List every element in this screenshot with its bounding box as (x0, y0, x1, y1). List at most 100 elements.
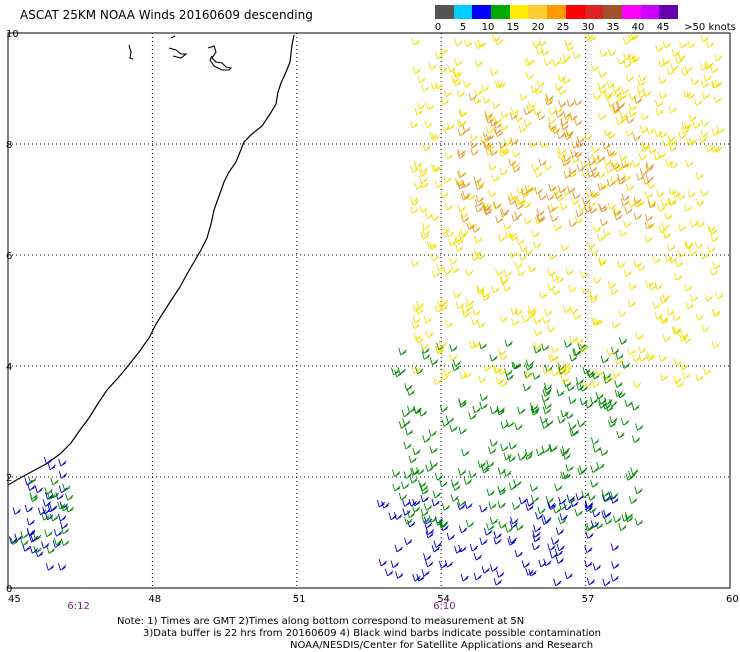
wind-barb (688, 113, 697, 122)
wind-barb (456, 120, 466, 128)
y-tick-labels: 0 2 4 6 8 10 (6, 29, 19, 595)
wind-barb (45, 563, 55, 571)
wind-barb (515, 522, 524, 531)
wind-barb (592, 225, 601, 233)
wind-barb (496, 570, 505, 578)
wind-barb (424, 211, 434, 220)
wind-barb (631, 435, 641, 443)
wind-barb (525, 72, 535, 80)
wind-barb (472, 405, 481, 414)
wind-barb (552, 58, 561, 67)
wind-barb (413, 333, 422, 341)
credit-line: NOAA/NESDIS/Center for Satellite Applica… (290, 640, 594, 651)
wind-barb (662, 139, 671, 147)
wind-barb (497, 234, 507, 242)
wind-barb (563, 379, 572, 388)
wind-barb (667, 197, 676, 206)
wind-barb (403, 441, 412, 450)
legend-swatch (565, 5, 585, 19)
wind-barb (517, 452, 526, 461)
wind-barb (530, 494, 540, 503)
wind-barb (547, 543, 556, 551)
wind-barb (664, 212, 673, 220)
wind-barb (620, 418, 630, 426)
wind-barb (703, 367, 712, 375)
wind-barb (610, 490, 619, 499)
wind-barb (558, 496, 567, 505)
wind-barb (568, 284, 577, 293)
wind-barb (429, 460, 439, 468)
wind-barb (587, 370, 596, 379)
wind-barb (618, 309, 627, 318)
wind-barb (512, 164, 521, 173)
wind-barb (408, 498, 417, 507)
wind-barb (549, 124, 558, 133)
wind-barb (560, 409, 569, 418)
wind-barb (50, 513, 59, 522)
wind-barb (43, 456, 53, 465)
wind-barb (500, 110, 509, 119)
wind-barb (675, 56, 684, 64)
y-tick-label: 0 (6, 584, 12, 595)
wind-barb (579, 344, 589, 353)
wind-barb (591, 145, 601, 154)
wind-barb (627, 347, 636, 355)
wind-barb (412, 573, 421, 582)
wind-barb (486, 459, 495, 468)
wind-barb (388, 512, 397, 521)
y-tick-label: 2 (6, 473, 12, 484)
wind-barb (597, 170, 606, 179)
wind-barb (415, 306, 424, 315)
wind-barb (422, 143, 431, 152)
wind-barb (520, 188, 530, 196)
wind-barb (700, 129, 709, 138)
wind-barb (612, 104, 621, 113)
wind-barb (499, 379, 508, 387)
island-group (128, 35, 233, 71)
wind-barb (600, 355, 610, 364)
wind-barb (628, 92, 638, 101)
wind-barb (412, 498, 421, 507)
wind-barb (547, 116, 556, 125)
wind-barb (44, 529, 53, 538)
wind-barb (533, 345, 542, 354)
wind-barb (57, 513, 67, 522)
wind-barb (469, 133, 479, 141)
wind-barb (508, 482, 517, 491)
wind-barb (561, 445, 571, 454)
wind-barb (696, 219, 705, 228)
wind-barb (589, 295, 598, 303)
wind-barb (419, 175, 428, 184)
wind-barb (439, 47, 448, 55)
wind-barb (441, 503, 451, 511)
wind-barb (562, 452, 571, 460)
wind-barb (27, 483, 36, 491)
wind-barb (457, 204, 466, 212)
wind-barb (556, 543, 565, 552)
wind-barb (446, 122, 456, 130)
wind-barb (459, 525, 468, 534)
wind-barb (566, 185, 576, 193)
wind-barb (640, 144, 649, 152)
wind-barb (563, 340, 573, 348)
wind-barb (701, 324, 710, 333)
wind-barb (638, 74, 647, 82)
wind-barb (712, 309, 721, 317)
wind-barb (420, 180, 429, 189)
wind-barb (617, 162, 626, 170)
wind-barb (497, 485, 506, 493)
wind-barb (483, 133, 492, 141)
wind-barb (523, 107, 532, 116)
wind-barb (646, 351, 656, 360)
wind-barb (700, 251, 709, 260)
wind-barb (569, 354, 578, 362)
wind-barb (451, 265, 460, 274)
wind-barb (610, 543, 619, 551)
wind-barb (410, 468, 419, 476)
wind-barb (566, 383, 575, 392)
wind-barb (637, 263, 646, 272)
legend-label: >50 knots (684, 22, 736, 33)
wind-barb (439, 65, 448, 74)
wind-barb (530, 405, 540, 414)
wind-barb (609, 159, 619, 168)
